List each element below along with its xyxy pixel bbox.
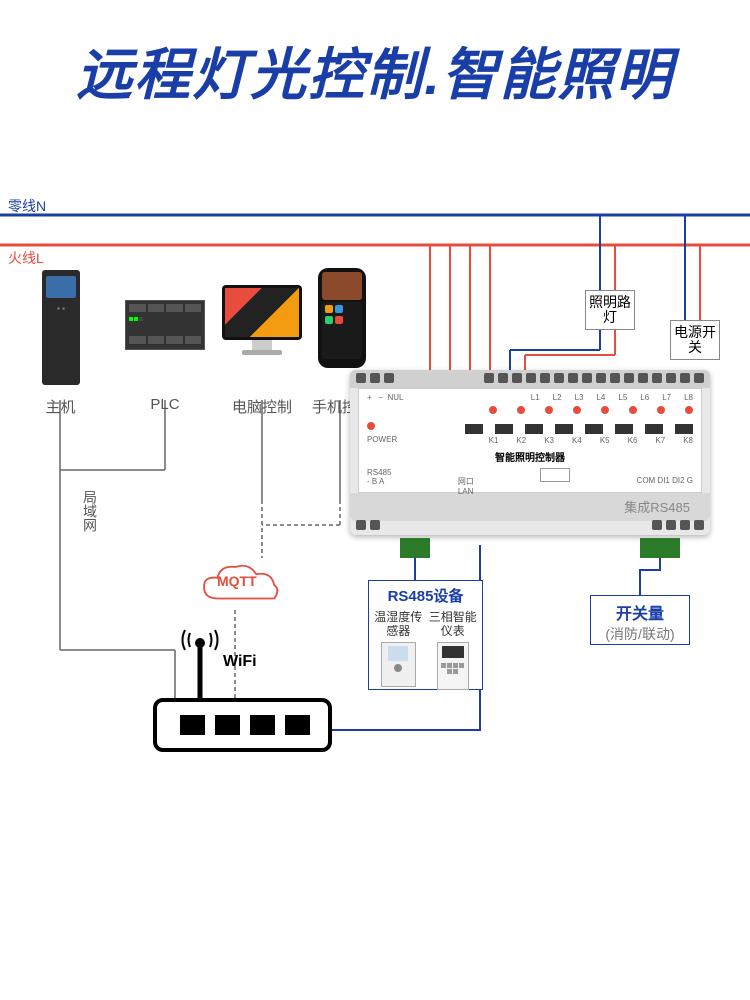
controller: + − NUL L1L2L3L4L5L6L7L8 POWER K1K2K3K4K…	[350, 370, 710, 535]
lan-label: 局域网	[80, 490, 100, 532]
rs485-title: RS485设备	[373, 585, 478, 606]
mqtt-label: MQTT	[217, 573, 257, 589]
rs485-sub1-label: 温湿度传感器	[373, 610, 424, 639]
lighting-label: 照明路灯	[586, 295, 634, 326]
rs485-sub2-label: 三相智能仪表	[428, 610, 479, 639]
live-line-label: 火线L	[8, 248, 44, 268]
switch-qty-sub: (消防/联动)	[595, 624, 685, 644]
neutral-line-label: 零线N	[8, 196, 46, 216]
controller-name: 智能照明控制器	[367, 449, 693, 464]
power-switch-box: 电源开关	[670, 320, 720, 360]
di-terminal	[640, 538, 680, 558]
pc-label: 电脑控制	[226, 396, 298, 417]
rs485-device-box: RS485设备 温湿度传感器 三相智能仪表	[368, 580, 483, 690]
host-device: ▪ ▪	[42, 270, 80, 385]
router-device	[140, 625, 340, 765]
switch-qty-label: 开关量	[595, 600, 685, 624]
pc-device	[222, 285, 302, 360]
wifi-label: WiFi	[223, 653, 257, 671]
lighting-box: 照明路灯	[585, 290, 635, 330]
plc-device	[125, 300, 205, 350]
host-label: 主机	[38, 396, 83, 417]
plc-label: PLC	[140, 396, 190, 413]
rs485-terminal	[400, 538, 430, 558]
power-switch-label: 电源开关	[671, 325, 719, 356]
phone-device	[318, 268, 366, 368]
switch-qty-box: 开关量 (消防/联动)	[590, 595, 690, 645]
